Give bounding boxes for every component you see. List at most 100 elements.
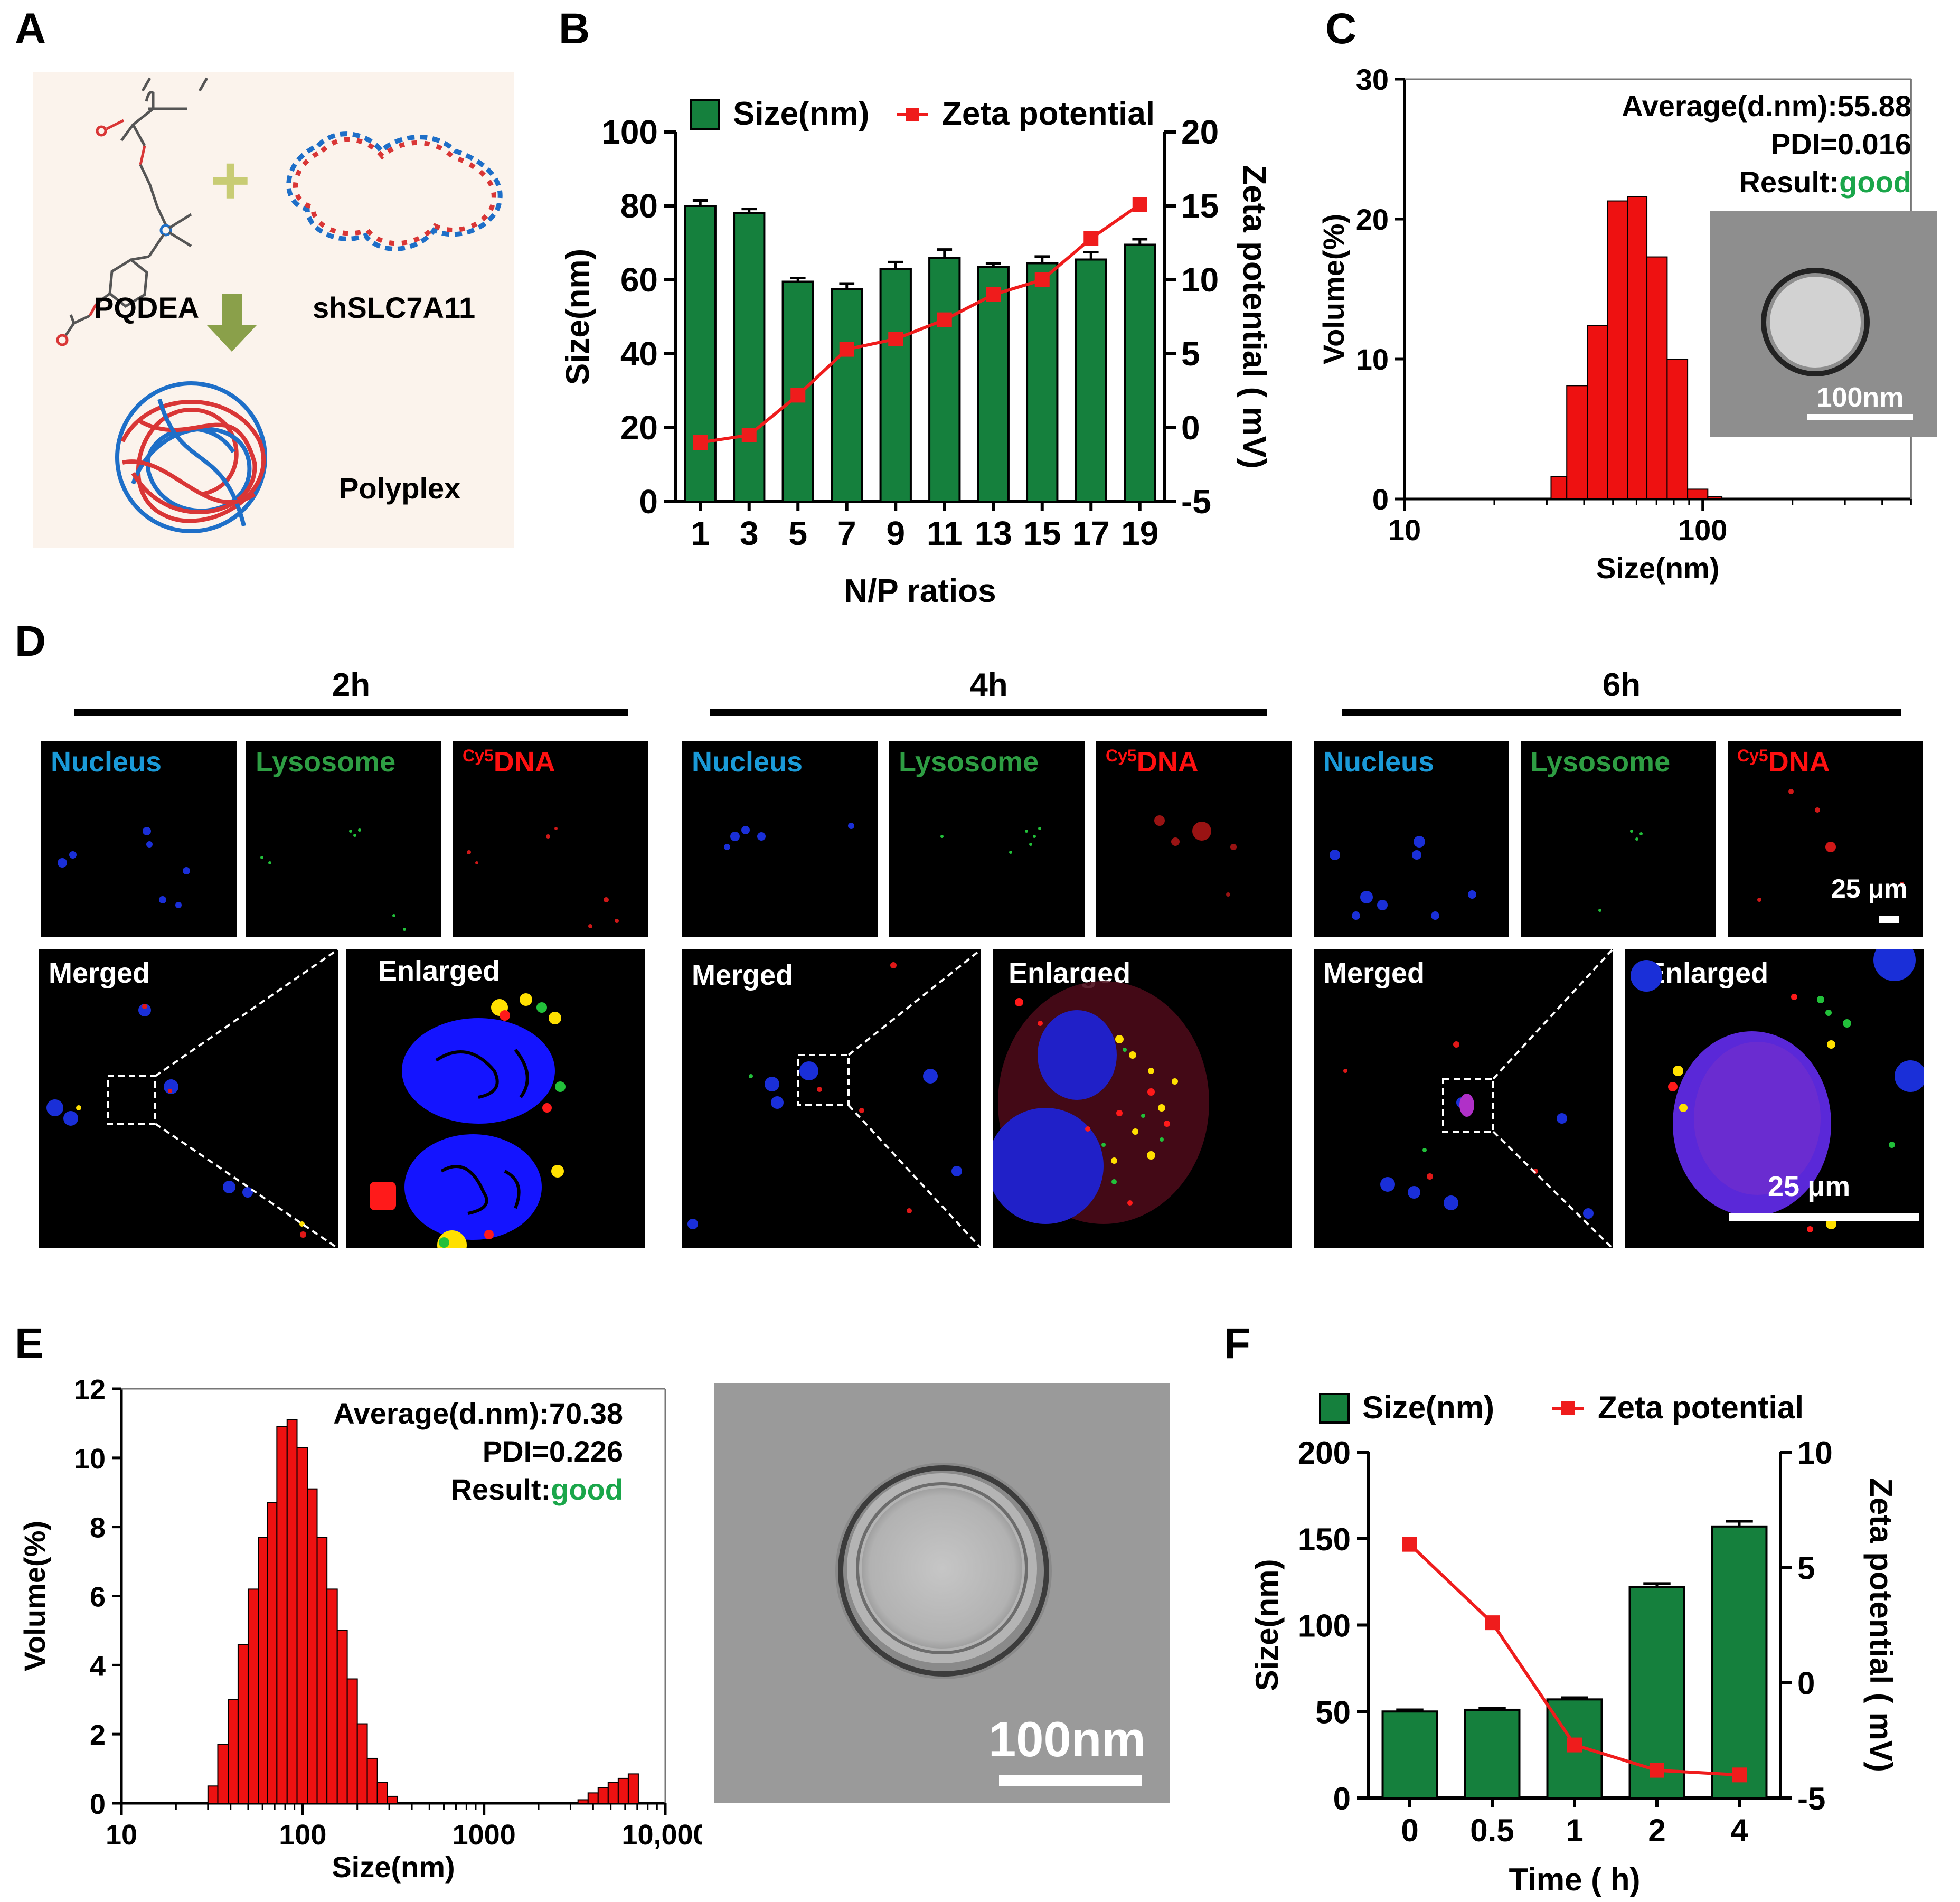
x-tick-label: 17 bbox=[1072, 514, 1110, 552]
shslc7a11-dna-icon bbox=[286, 131, 503, 251]
histogram-bin bbox=[286, 1419, 298, 1804]
y2-tick-label: 5 bbox=[1181, 335, 1200, 373]
zeta-point bbox=[986, 287, 1001, 302]
nucleus-signal bbox=[58, 827, 190, 908]
zeta-point bbox=[741, 428, 757, 442]
zeta-point bbox=[937, 312, 952, 327]
legend-label-size: Size(nm) bbox=[733, 96, 869, 132]
y2-tick-label: 0 bbox=[1181, 409, 1200, 447]
lysosome-signal bbox=[260, 828, 406, 931]
zeta-point bbox=[1567, 1737, 1582, 1753]
histogram-bin bbox=[597, 1787, 609, 1804]
y-tick-label: 150 bbox=[1298, 1522, 1351, 1557]
x-axis-label: Size(nm) bbox=[332, 1850, 455, 1884]
y-tick-label: 100 bbox=[601, 113, 658, 151]
tile-2h-nucleus: Nucleus bbox=[41, 741, 237, 937]
enlarged-signal bbox=[1631, 949, 1924, 1232]
bar-size bbox=[977, 266, 1010, 503]
pqdea-label: PQDEA bbox=[94, 291, 200, 324]
y2-tick-label: -5 bbox=[1181, 483, 1211, 521]
y-tick-label: 0 bbox=[1372, 483, 1389, 516]
tile-label-nucleus: Nucleus bbox=[692, 746, 803, 778]
legend-label-zeta: Zeta potential bbox=[942, 96, 1155, 132]
time-header-6h: 6h bbox=[1602, 667, 1641, 703]
panel-label-f: F bbox=[1224, 1320, 1251, 1368]
inset-particle-rim bbox=[1761, 268, 1870, 376]
panel-label-a: A bbox=[15, 5, 46, 53]
legend-marker-zeta bbox=[906, 108, 919, 121]
y-axis-label: Size(nm) bbox=[1249, 1559, 1285, 1691]
histogram-bin bbox=[296, 1447, 308, 1804]
tile-6h-enlarged: Enlarged 25 μm bbox=[1625, 949, 1924, 1248]
bar-size bbox=[1628, 1586, 1685, 1799]
panel-label-c: C bbox=[1325, 5, 1357, 53]
zeta-point bbox=[1485, 1615, 1500, 1631]
legend-marker-zeta bbox=[1561, 1401, 1575, 1415]
x-tick-label: 10 bbox=[106, 1819, 137, 1851]
zeta-point bbox=[1402, 1537, 1417, 1552]
shslc7a11-label: shSLC7A11 bbox=[313, 291, 476, 324]
y-tick-label: 10 bbox=[1356, 343, 1389, 376]
stats-result: Result:good bbox=[450, 1473, 623, 1506]
zoom-box bbox=[107, 1075, 156, 1125]
tile-label-enlarged: Enlarged bbox=[378, 955, 501, 987]
histogram-bin bbox=[316, 1537, 328, 1804]
tile-label-lysosome: Lysosome bbox=[1530, 746, 1671, 778]
bar-size bbox=[684, 205, 717, 503]
scale-bar-small bbox=[1879, 916, 1899, 923]
tile-6h-lysosome: Lysosome bbox=[1521, 741, 1716, 937]
zeta-point bbox=[1732, 1767, 1747, 1783]
histogram-bin bbox=[356, 1723, 368, 1804]
x-tick-label: 3 bbox=[740, 514, 759, 552]
stats-result-value: good bbox=[1839, 165, 1911, 199]
tile-label-lysosome: Lysosome bbox=[899, 746, 1039, 778]
bar-size bbox=[1026, 262, 1059, 503]
chart-e: 0 2 4 6 8 10 12 10 100 1000 10,000 Size(nm) Volume(%… bbox=[18, 1374, 702, 1884]
histogram-bin bbox=[1666, 359, 1689, 500]
tile-label-nucleus: Nucleus bbox=[51, 746, 162, 778]
histogram-bin bbox=[1646, 256, 1668, 500]
x-axis-label: N/P ratios bbox=[844, 573, 996, 609]
histogram-bin bbox=[1627, 196, 1648, 500]
histogram-bin bbox=[577, 1799, 589, 1804]
tile-4h-merged: Merged bbox=[682, 949, 981, 1248]
y2-tick-label: 10 bbox=[1181, 261, 1219, 299]
plus-sign: + bbox=[210, 142, 250, 219]
y-tick-label: 8 bbox=[90, 1512, 106, 1544]
y-tick-label: 60 bbox=[620, 261, 658, 299]
bar-size bbox=[1381, 1710, 1438, 1799]
histogram-bin bbox=[1587, 325, 1608, 500]
cy5-superscript: Cy5 bbox=[1737, 746, 1768, 765]
tile-label-merged: Merged bbox=[49, 957, 150, 989]
zeta-point bbox=[1650, 1763, 1664, 1778]
panel-a-svg: + bbox=[56, 77, 503, 533]
histogram-bin bbox=[607, 1782, 619, 1804]
y-tick-label: 6 bbox=[90, 1581, 106, 1613]
y-tick-label: 20 bbox=[620, 409, 658, 447]
x-axis-label: Size(nm) bbox=[1596, 551, 1719, 585]
y-tick-label: 12 bbox=[74, 1374, 106, 1406]
tile-4h-dna: Cy5DNA bbox=[1096, 741, 1292, 937]
panel-label-e: E bbox=[15, 1320, 44, 1368]
x-tick-label: 2 bbox=[1648, 1813, 1665, 1848]
tile-label-dna: Cy5DNA bbox=[463, 746, 555, 778]
histogram-bin bbox=[1707, 496, 1723, 500]
bar-size bbox=[733, 212, 766, 503]
polyplex-icon bbox=[115, 381, 267, 533]
histogram-bin bbox=[376, 1782, 388, 1804]
x-tick-label: 15 bbox=[1023, 514, 1061, 552]
bar-size bbox=[928, 257, 961, 503]
y2-tick-label: 20 bbox=[1181, 113, 1219, 151]
tile-6h-dna: Cy5DNA 25 μm bbox=[1728, 741, 1923, 937]
histogram-bin bbox=[627, 1773, 639, 1804]
tile-2h-enlarged: Enlarged bbox=[346, 949, 645, 1248]
dna-text: DNA bbox=[493, 746, 555, 778]
dna-signal bbox=[467, 827, 619, 928]
tile-4h-lysosome: Lysosome bbox=[889, 741, 1085, 937]
tem-particle bbox=[714, 1383, 1170, 1803]
histogram-bin bbox=[1687, 488, 1709, 500]
x-tick-label: 1 bbox=[691, 514, 710, 552]
x-tick-label: 0.5 bbox=[1470, 1813, 1514, 1848]
inset-scale-label: 100nm bbox=[1817, 382, 1904, 413]
histogram-bin bbox=[1550, 476, 1568, 500]
